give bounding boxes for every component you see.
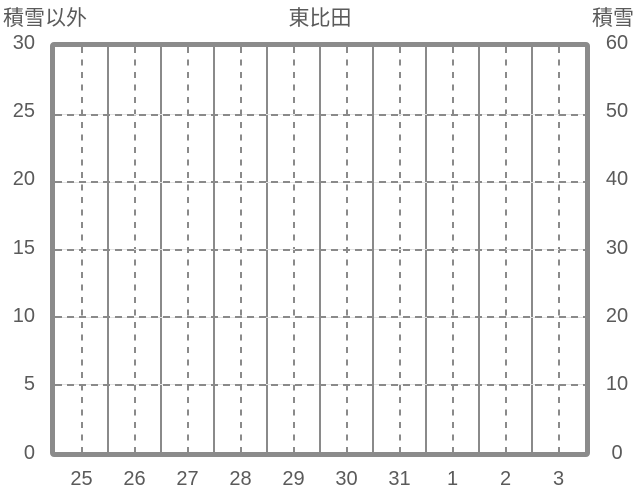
right-axis-title: 積雪 <box>592 7 634 30</box>
x-tick-label: 30 <box>335 468 358 490</box>
x-tick-label: 29 <box>282 468 305 490</box>
x-tick-label: 3 <box>552 468 565 490</box>
left-axis-title: 積雪以外 <box>3 7 87 30</box>
left-tick-label: 10 <box>12 304 35 327</box>
left-tick-label: 15 <box>12 236 35 259</box>
right-tick-label: 30 <box>605 236 629 259</box>
left-tick-label: 5 <box>23 373 35 396</box>
x-tick-label: 2 <box>499 468 512 490</box>
chart-title: 東比田 <box>288 7 352 30</box>
right-tick-label: 60 <box>605 31 629 54</box>
right-tick-label: 20 <box>605 304 629 327</box>
right-tick-label: 0 <box>611 441 623 464</box>
x-tick-label: 31 <box>388 468 411 490</box>
grid-hline-dashed <box>55 383 585 386</box>
left-tick-label: 30 <box>12 31 35 54</box>
plot-area <box>50 42 590 457</box>
x-tick-label: 26 <box>123 468 146 490</box>
right-tick-label: 40 <box>605 168 629 191</box>
x-tick-label: 1 <box>446 468 459 490</box>
left-tick-label: 0 <box>23 441 35 464</box>
grid-hline-dashed <box>55 181 585 183</box>
left-tick-label: 25 <box>12 99 35 122</box>
grid-hline-dashed <box>55 248 585 251</box>
grid-hline-dashed <box>55 316 585 318</box>
right-tick-label: 50 <box>605 99 629 122</box>
left-tick-label: 20 <box>12 168 35 191</box>
grid <box>55 47 585 452</box>
x-tick-label: 28 <box>229 468 252 490</box>
right-tick-label: 10 <box>605 373 629 396</box>
x-tick-label: 25 <box>70 468 93 490</box>
x-tick-label: 27 <box>176 468 199 490</box>
grid-hline-dashed <box>55 113 585 116</box>
